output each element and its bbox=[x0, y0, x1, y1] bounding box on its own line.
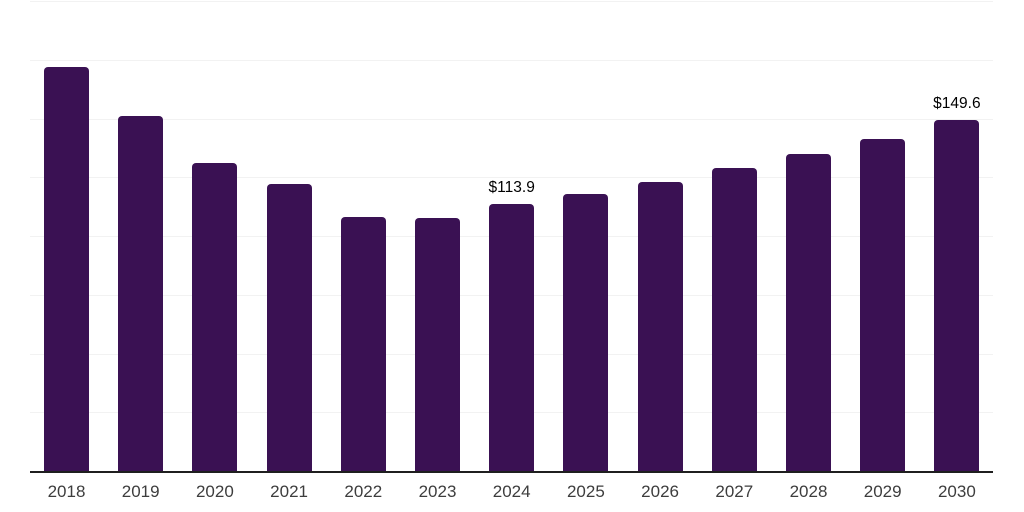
bar-2027 bbox=[711, 168, 757, 472]
x-tick-label-2030: 2030 bbox=[937, 482, 976, 501]
value-label-2024: $113.9 bbox=[488, 179, 535, 197]
bar-2023 bbox=[415, 217, 460, 472]
x-tick-label-2025: 2025 bbox=[566, 482, 605, 501]
bar-2025 bbox=[563, 193, 609, 472]
x-axis-line bbox=[30, 471, 993, 473]
x-tick-label-2023: 2023 bbox=[418, 482, 457, 501]
gridline bbox=[30, 118, 993, 120]
x-tick-label-2020: 2020 bbox=[195, 482, 234, 501]
x-tick-label-2018: 2018 bbox=[47, 482, 86, 501]
x-tick-label-2026: 2026 bbox=[641, 482, 679, 501]
gridline bbox=[30, 59, 993, 61]
bar-2026 bbox=[637, 181, 683, 472]
bar-2022 bbox=[340, 216, 386, 472]
plot-area: $113.9 $149.6 bbox=[30, 1, 993, 473]
bar-2024 bbox=[489, 204, 535, 472]
bar-2021 bbox=[266, 183, 312, 472]
x-tick-label-2019: 2019 bbox=[121, 482, 160, 501]
bar-2030 bbox=[934, 120, 980, 472]
x-tick-label-2024: 2024 bbox=[492, 482, 531, 501]
gridline bbox=[30, 177, 993, 179]
x-tick-label-2027: 2027 bbox=[715, 482, 754, 501]
bar-2029 bbox=[860, 138, 906, 472]
x-tick-label-2029: 2029 bbox=[863, 482, 902, 501]
bar-2019 bbox=[118, 115, 164, 472]
bar-2028 bbox=[786, 153, 831, 472]
x-tick-label-2028: 2028 bbox=[789, 482, 828, 501]
bar-2018 bbox=[44, 67, 89, 472]
value-label-2030: $149.6 bbox=[933, 95, 981, 113]
gridline bbox=[30, 1, 993, 2]
bar-2020 bbox=[192, 162, 238, 472]
x-tick-label-2021: 2021 bbox=[270, 482, 308, 501]
x-tick-label-2022: 2022 bbox=[344, 482, 383, 501]
